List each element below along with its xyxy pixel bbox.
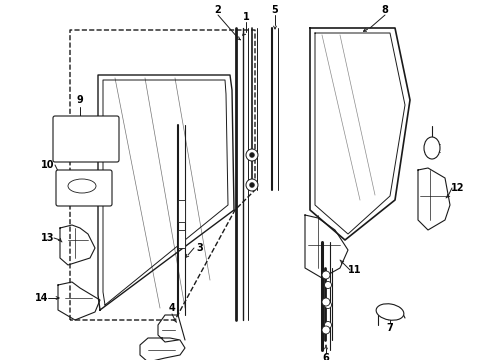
- Text: 13: 13: [41, 233, 55, 243]
- Ellipse shape: [68, 179, 96, 193]
- Circle shape: [324, 302, 332, 309]
- FancyBboxPatch shape: [53, 116, 119, 162]
- Circle shape: [322, 271, 330, 279]
- Text: 3: 3: [196, 243, 203, 253]
- Text: 12: 12: [451, 183, 465, 193]
- Ellipse shape: [424, 137, 440, 159]
- Circle shape: [322, 326, 330, 334]
- Text: 14: 14: [35, 293, 49, 303]
- Circle shape: [249, 183, 254, 188]
- Text: 4: 4: [169, 303, 175, 313]
- Circle shape: [322, 298, 330, 306]
- Text: 5: 5: [271, 5, 278, 15]
- Text: 10: 10: [41, 160, 55, 170]
- Ellipse shape: [376, 304, 404, 320]
- Bar: [178, 230, 185, 248]
- Bar: [178, 200, 185, 222]
- Text: 11: 11: [348, 265, 362, 275]
- Circle shape: [246, 179, 258, 191]
- FancyBboxPatch shape: [56, 170, 112, 206]
- Circle shape: [324, 321, 332, 328]
- Text: 9: 9: [76, 95, 83, 105]
- Circle shape: [249, 153, 254, 158]
- Circle shape: [324, 282, 332, 288]
- Circle shape: [246, 149, 258, 161]
- Text: 1: 1: [243, 12, 249, 22]
- Text: 6: 6: [322, 353, 329, 360]
- Text: 7: 7: [387, 323, 393, 333]
- Text: 8: 8: [382, 5, 389, 15]
- Text: 2: 2: [215, 5, 221, 15]
